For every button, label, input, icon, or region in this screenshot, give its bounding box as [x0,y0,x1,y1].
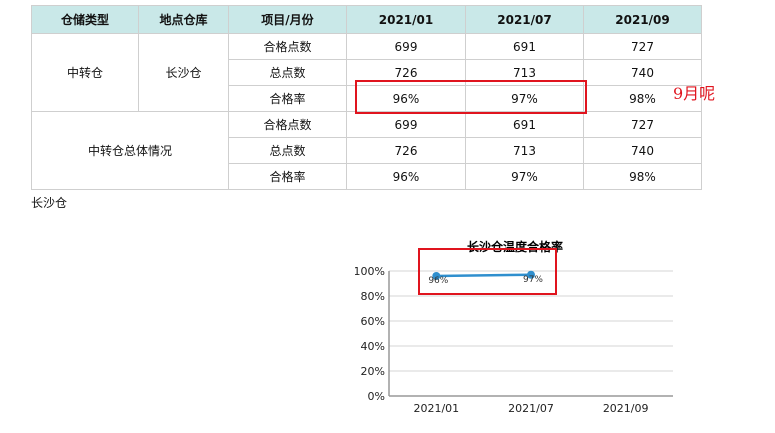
header-cell: 2021/09 [583,5,702,34]
y-tick-label: 80% [361,290,385,303]
chart-title: 长沙仓温度合格率 [467,239,563,254]
value-cell: 713 [465,137,584,164]
value-cell: 691 [465,111,584,138]
header-cell: 地点仓库 [138,5,229,34]
value-cell: 691 [465,33,584,60]
data-label: 96% [428,276,448,286]
quality-rate-chart: 长沙仓温度合格率 0% 20% 40% 60% 80% 100% 2021/01 2021/… [355,239,673,415]
table-header-row: 仓储类型 地点仓库 项目/月份 2021/01 2021/07 2021/09 [31,5,702,34]
x-tick-label: 2021/09 [603,402,649,415]
value-cell: 727 [583,33,702,60]
x-tick-label: 2021/07 [508,402,554,415]
below-table-label: 长沙仓 [31,196,68,210]
annotation-text: 9月呢 [673,84,716,103]
table-row: 合格率 96% 97% 98% [32,163,702,190]
series-line [436,273,532,278]
value-cell: 727 [583,111,702,138]
warehouse-cell: 长沙仓 [138,33,229,112]
table-row: 中转仓 长沙仓 合格点数 699 691 727 [31,33,702,112]
header-cell: 2021/07 [465,5,584,34]
overall-label-cell: 中转仓总体情况 [31,111,229,190]
table-highlight-box [355,80,587,114]
y-tick-label: 20% [361,365,385,378]
x-tick-label: 2021/01 [413,402,459,415]
value-cell: 726 [346,137,466,164]
value-cell: 740 [583,137,702,164]
value-cell: 96% [346,163,466,190]
table-row: 中转仓总体情况 合格点数 699 691 727 [31,111,702,190]
data-label: 97% [523,275,543,285]
y-tick-label: 0% [368,390,385,403]
y-tick-label: 100% [355,265,385,278]
item-cell: 总点数 [228,137,347,164]
y-tick-label: 40% [361,340,385,353]
quality-table: 仓储类型 地点仓库 项目/月份 2021/01 2021/07 2021/09 … [31,5,702,190]
item-cell: 合格率 [228,163,347,190]
value-cell: 98% [583,163,702,190]
table-row: 总点数 726 713 740 [32,137,702,164]
chart-highlight-box [418,248,557,295]
item-cell: 合格点数 [228,111,347,138]
value-cell: 699 [346,33,466,60]
item-cell: 合格率 [228,85,347,112]
table-row: 合格率 96% 97% 98% [32,85,702,112]
header-cell: 仓储类型 [31,5,139,34]
data-point [432,272,441,280]
value-cell: 96% [346,85,466,112]
header-cell: 2021/01 [346,5,466,34]
storage-type-cell: 中转仓 [31,33,139,112]
y-tick-label: 60% [361,315,385,328]
data-point [527,270,535,279]
header-cell: 项目/月份 [228,5,347,34]
value-cell: 97% [465,163,584,190]
item-cell: 合格点数 [228,33,347,60]
value-cell: 699 [346,111,466,138]
item-cell: 总点数 [228,59,347,86]
